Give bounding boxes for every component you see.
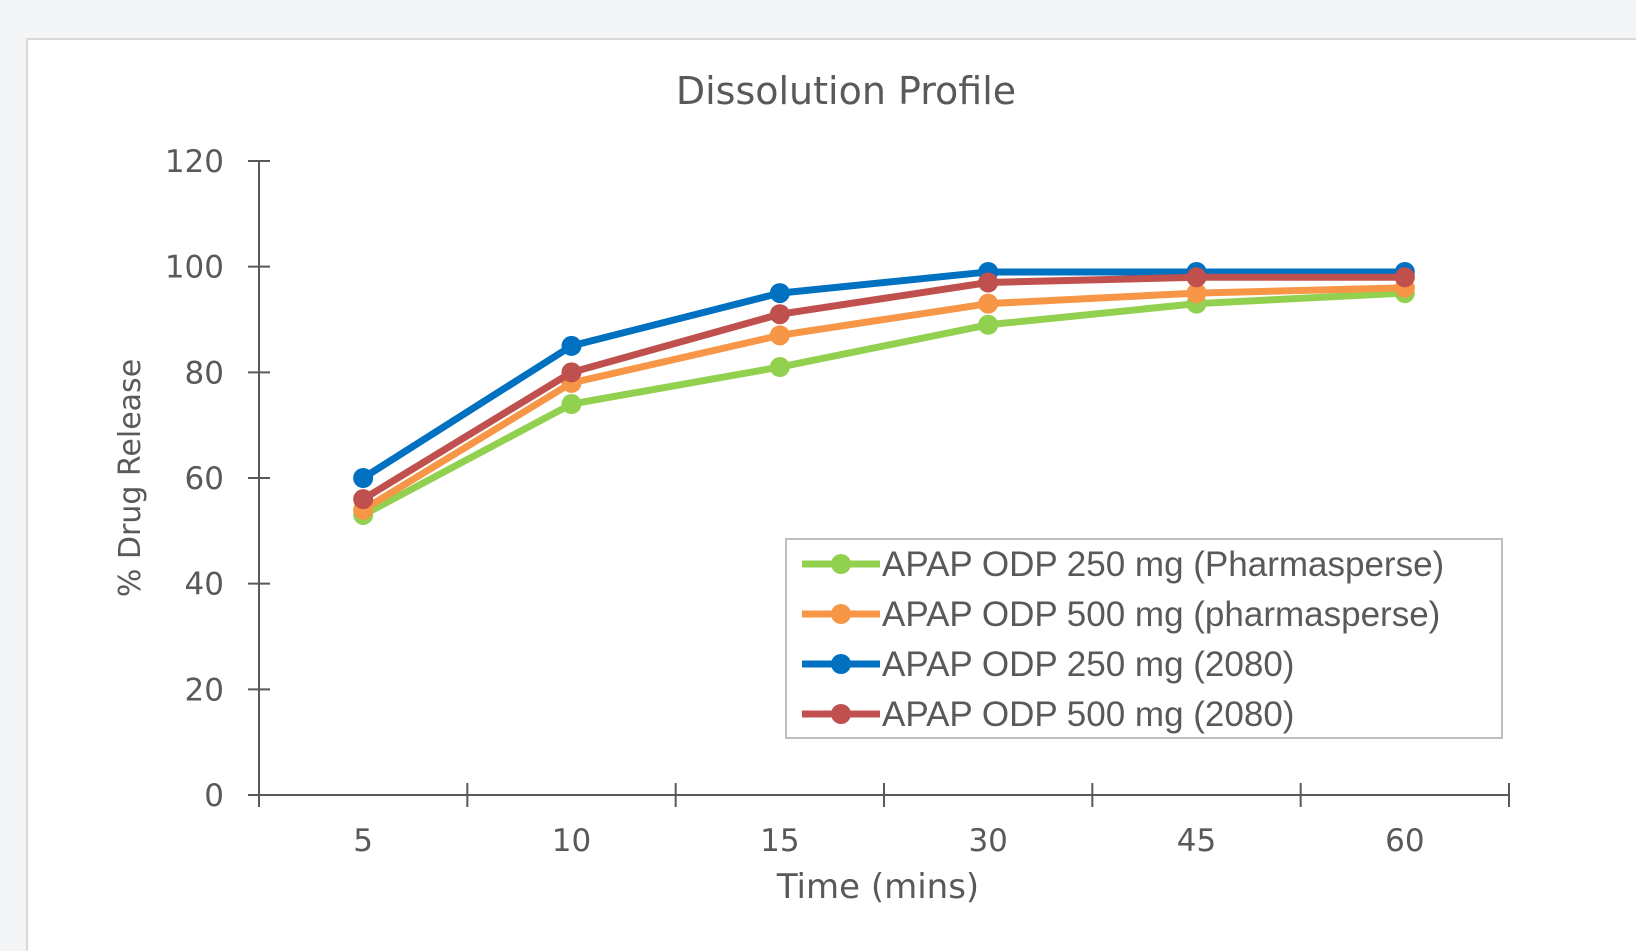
legend-swatch-marker: [831, 554, 851, 574]
x-tick-label: 60: [1385, 823, 1424, 859]
legend-box: [785, 538, 1503, 739]
series-line: [361, 273, 1405, 503]
legend-label: APAP ODP 500 mg (2080): [882, 695, 1294, 734]
legend-swatch-marker: [831, 704, 851, 724]
axes: [248, 160, 1510, 807]
series-line: [361, 268, 1405, 481]
legend-item: APAP ODP 500 mg (pharmasperse): [802, 595, 1440, 634]
x-tick-label: 45: [1177, 823, 1216, 859]
legend-label: APAP ODP 250 mg (Pharmasperse): [882, 545, 1444, 584]
legend-label: APAP ODP 250 mg (2080): [882, 645, 1294, 684]
data-point: [1186, 267, 1207, 288]
legend-label: APAP ODP 500 mg (pharmasperse): [882, 595, 1440, 634]
legend-swatch-marker: [831, 654, 851, 674]
data-point: [769, 304, 790, 325]
x-axis-label: Time (mins): [776, 867, 979, 907]
data-point: [561, 335, 582, 356]
y-axis-label: % Drug Release: [113, 359, 148, 597]
y-tick-label: 80: [185, 355, 224, 391]
legend-swatch-marker: [831, 604, 851, 624]
data-point: [978, 293, 999, 314]
y-tick-label: 0: [204, 778, 224, 814]
data-point: [978, 314, 999, 335]
data-point: [561, 394, 582, 415]
data-point: [561, 362, 582, 383]
y-tick-label: 100: [165, 250, 224, 286]
series-line: [361, 284, 1405, 513]
x-tick-label: 30: [968, 823, 1007, 859]
legend-item: APAP ODP 250 mg (2080): [802, 645, 1294, 684]
y-tick-labels: 0 20 40 60 80 100 120: [165, 144, 224, 814]
data-point: [978, 272, 999, 293]
data-point: [1394, 267, 1415, 288]
y-tick-label: 60: [185, 461, 224, 497]
y-tick-label: 20: [185, 672, 224, 708]
x-tick-label: 15: [760, 823, 799, 859]
series-2: [353, 277, 1415, 520]
y-tick-label: 120: [165, 144, 224, 180]
series-line: [361, 289, 1406, 519]
data-point: [769, 357, 790, 378]
x-tick-label: 10: [552, 823, 591, 859]
y-tick-label: 40: [185, 567, 224, 603]
series-layer: [353, 261, 1415, 525]
legend-item: APAP ODP 250 mg (Pharmasperse): [802, 545, 1444, 584]
chart-frame: [26, 38, 1636, 951]
data-point: [769, 325, 790, 346]
data-point: [353, 468, 374, 488]
data-point: [769, 283, 790, 304]
x-tick-label: 5: [353, 823, 373, 859]
data-point: [353, 489, 374, 510]
legend: APAP ODP 250 mg (Pharmasperse) APAP ODP 5…: [785, 538, 1503, 739]
x-tick-labels: 5 10 15 30 45 60: [353, 823, 1424, 859]
data-point: [1186, 283, 1207, 304]
legend-item: APAP ODP 500 mg (2080): [802, 695, 1294, 734]
series-4: [353, 267, 1415, 510]
chart-title: Dissolution Profile: [676, 69, 1016, 113]
